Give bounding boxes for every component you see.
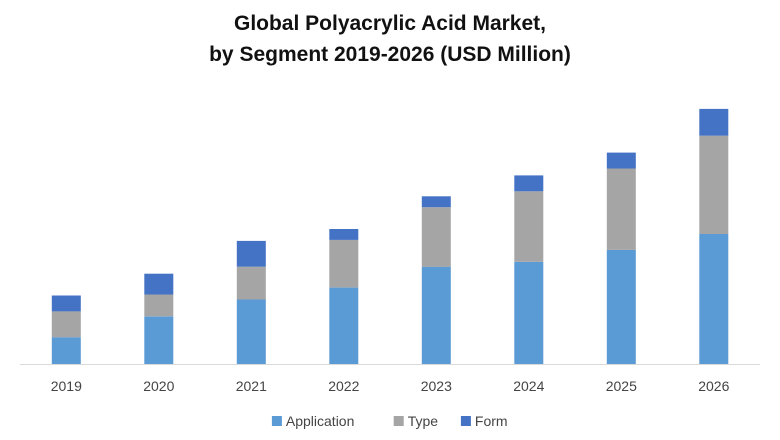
- bar-application-2021: [236, 299, 266, 364]
- bar-form-2023: [421, 196, 451, 208]
- legend-label-form: Form: [475, 413, 508, 429]
- legend-label-type: Type: [408, 413, 439, 429]
- bar-type-2021: [236, 266, 266, 300]
- chart-title: Global Polyacrylic Acid Market, by Segme…: [0, 8, 780, 70]
- bar-type-2024: [514, 191, 544, 262]
- bar-application-2019: [51, 337, 81, 364]
- bar-form-2022: [329, 229, 359, 240]
- bar-type-2022: [329, 239, 359, 288]
- legend: Application Type Form: [271, 413, 508, 429]
- x-tick-label: 2023: [421, 378, 452, 394]
- bar-application-2022: [329, 287, 359, 364]
- bar-form-2020: [144, 273, 174, 295]
- bar-type-2026: [699, 135, 729, 234]
- bar-form-2026: [699, 108, 729, 136]
- chart-title-line-2: by Segment 2019-2026 (USD Million): [209, 43, 571, 66]
- x-tick-label: 2019: [51, 378, 82, 394]
- x-tick-label: 2025: [606, 378, 637, 394]
- bar-type-2019: [51, 311, 81, 338]
- chart-title-line-1: Global Polyacrylic Acid Market,: [233, 12, 546, 35]
- x-tick-label: 2020: [143, 378, 174, 394]
- x-tick-label: 2021: [236, 378, 267, 394]
- legend-swatch-form: [460, 416, 471, 426]
- bar-application-2024: [514, 261, 544, 364]
- x-tick-label: 2022: [328, 378, 359, 394]
- legend-swatch-application: [271, 416, 282, 426]
- bar-application-2026: [699, 234, 729, 364]
- bars-group: [51, 108, 729, 364]
- bar-application-2023: [421, 266, 451, 364]
- legend-swatch-type: [393, 416, 404, 426]
- bar-form-2019: [51, 295, 81, 312]
- bar-type-2025: [606, 168, 636, 250]
- bar-form-2021: [236, 240, 266, 267]
- x-tick-labels: 2019 2020 2021 2022 2023 2024 2025 2026: [51, 378, 730, 394]
- bar-type-2020: [144, 294, 174, 317]
- bar-application-2020: [144, 316, 174, 364]
- x-tick-label: 2026: [698, 378, 729, 394]
- bar-application-2025: [606, 249, 636, 364]
- x-tick-label: 2024: [513, 378, 544, 394]
- bar-form-2025: [606, 152, 636, 169]
- bar-type-2023: [421, 207, 451, 267]
- legend-label-application: Application: [286, 413, 355, 429]
- bar-form-2024: [514, 175, 544, 192]
